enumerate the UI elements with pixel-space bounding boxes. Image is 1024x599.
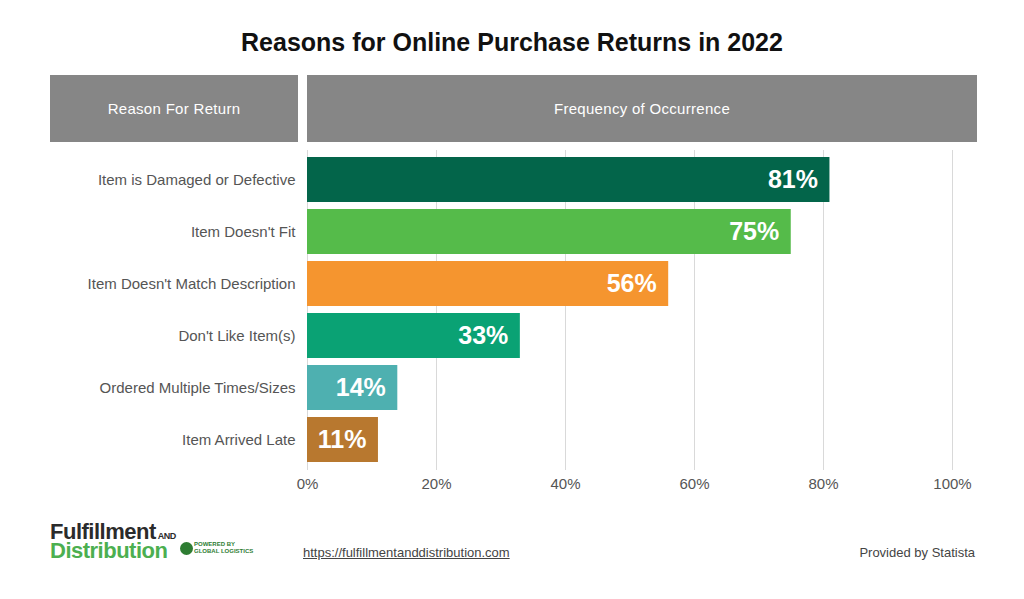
html-text:Frequency of Occurrence: Frequency of Occurrence [553,100,731,117]
html-text:Reason For Return: Reason For Return [107,100,241,117]
html-text:Reasons for Online Purchase Re: Reasons for Online Purchase Returns in 2… [241,28,783,56]
svg-text:0%: 0% [297,475,319,492]
html-text:https://fulfillmentanddistribu: https://fulfillmentanddistribution.com [303,545,510,560]
svg-text:56%: 56% [607,269,657,297]
svg-text:11%: 11% [318,425,367,453]
html-text:Fulfillment: Fulfillment [50,519,156,544]
svg-text:14%: 14% [336,373,386,401]
svg-text:Item Doesn't Fit: Item Doesn't Fit [191,223,296,240]
svg-text:40%: 40% [550,475,580,492]
svg-text:Item Arrived Late: Item Arrived Late [182,431,295,448]
svg-text:81%: 81% [768,165,818,193]
svg-text:60%: 60% [679,475,709,492]
svg-text:80%: 80% [808,475,838,492]
html-text:Distribution: Distribution [50,538,168,563]
svg-text:Ordered Multiple Times/Sizes: Ordered Multiple Times/Sizes [100,379,296,396]
html-text:POWERED BY: POWERED BY [194,541,235,547]
html-text:Provided by Statista: Provided by Statista [859,545,975,560]
svg-text:33%: 33% [458,321,508,349]
svg-text:100%: 100% [933,475,971,492]
svg-text:Item Doesn't Match Description: Item Doesn't Match Description [88,275,296,292]
html-text:AND: AND [157,531,176,541]
svg-text:Item is Damaged or Defective: Item is Damaged or Defective [98,171,296,188]
svg-text:Don't Like Item(s): Don't Like Item(s) [178,327,295,344]
svg-text:20%: 20% [421,475,451,492]
html-text:GLOBAL LOGISTICS: GLOBAL LOGISTICS [194,548,254,554]
svg-text:75%: 75% [729,217,779,245]
